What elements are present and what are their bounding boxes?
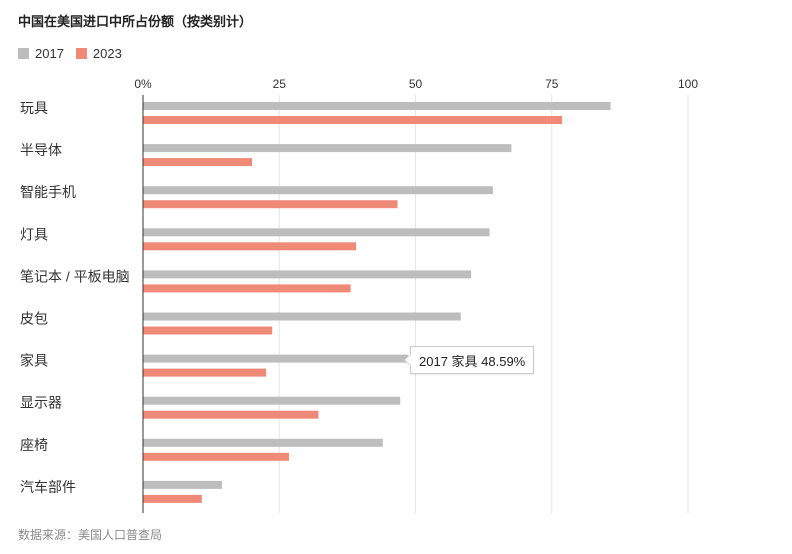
bar-2023 bbox=[143, 326, 273, 335]
bar-2023 bbox=[143, 200, 398, 209]
tooltip: 2017 家具 48.59% bbox=[403, 346, 535, 374]
bar-2017 bbox=[143, 270, 472, 279]
bar-2017 bbox=[143, 144, 512, 153]
category-label: 汽车部件 bbox=[20, 479, 76, 495]
x-tick-label: 25 bbox=[273, 77, 287, 91]
bar-2017 bbox=[143, 228, 490, 237]
bar-2023 bbox=[143, 242, 357, 251]
x-tick-label: 50 bbox=[409, 77, 423, 91]
chart-title: 中国在美国进口中所占份额（按类别计） bbox=[18, 14, 253, 29]
bar-2017 bbox=[143, 354, 408, 363]
bar-2017 bbox=[143, 186, 493, 195]
bar-2023 bbox=[143, 410, 319, 419]
category-label: 玩具 bbox=[20, 100, 48, 116]
legend-item-2023[interactable]: 2023 bbox=[75, 46, 122, 61]
bar-2017 bbox=[143, 102, 611, 110]
bar-2017 bbox=[143, 396, 401, 405]
bar-2017 bbox=[143, 312, 461, 321]
category-label: 半导体 bbox=[20, 142, 62, 158]
category-label: 显示器 bbox=[20, 395, 62, 411]
legend-label-2017: 2017 bbox=[35, 46, 64, 61]
source-note: 数据来源：美国人口普查局 bbox=[18, 528, 163, 542]
bar-2023 bbox=[143, 158, 252, 167]
x-tick-label: 75 bbox=[545, 77, 559, 91]
x-tick-label: 0% bbox=[134, 77, 152, 91]
bar-2023 bbox=[143, 284, 351, 293]
category-label: 灯具 bbox=[20, 226, 48, 242]
category-label: 座椅 bbox=[20, 437, 48, 453]
legend-item-2017[interactable]: 2017 bbox=[18, 46, 64, 61]
bar-2023 bbox=[143, 452, 290, 461]
bar-2023 bbox=[143, 494, 202, 503]
bar-2023 bbox=[143, 368, 267, 377]
category-label: 家具 bbox=[20, 353, 48, 369]
legend-swatch-2017 bbox=[18, 48, 29, 59]
x-tick-label: 100 bbox=[678, 77, 698, 91]
legend-swatch-2023 bbox=[75, 48, 87, 59]
bar-2017 bbox=[143, 480, 223, 489]
bar-2023 bbox=[143, 116, 563, 124]
legend-label-2023: 2023 bbox=[92, 46, 122, 61]
bar-2017 bbox=[143, 438, 383, 447]
chart-legend: 2017 2023 bbox=[18, 46, 134, 61]
category-label: 皮包 bbox=[20, 311, 48, 327]
category-label: 笔记本 / 平板电脑 bbox=[20, 268, 130, 284]
category-label: 智能手机 bbox=[20, 184, 76, 200]
